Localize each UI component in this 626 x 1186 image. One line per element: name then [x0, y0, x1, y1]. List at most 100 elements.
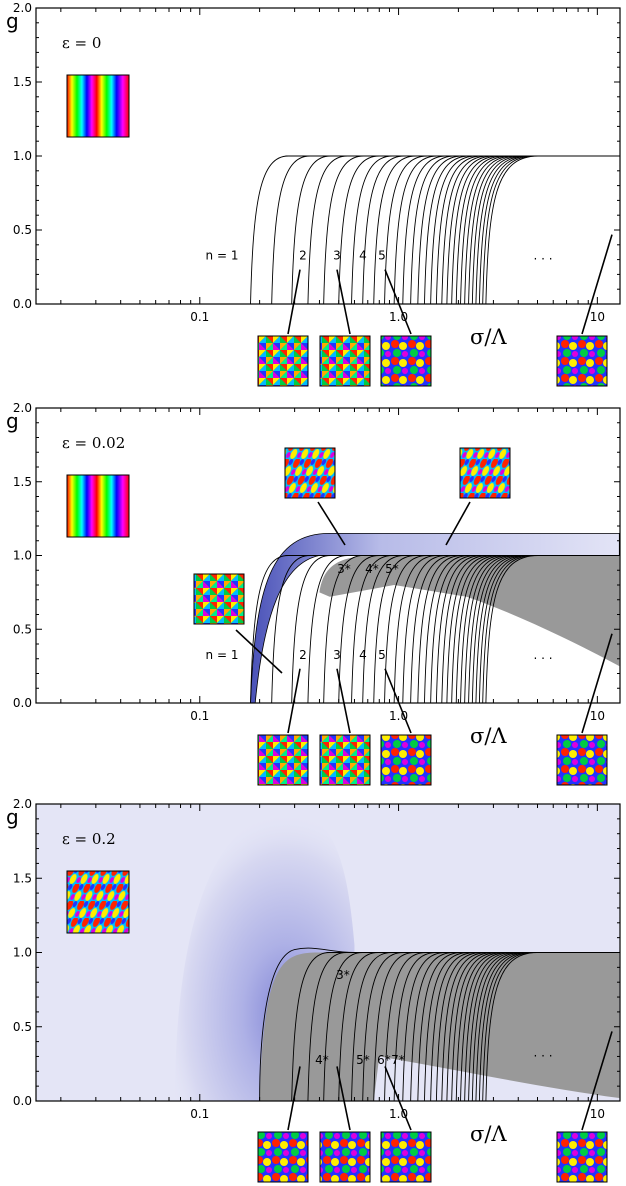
branch-curve — [451, 952, 499, 1102]
gray-region — [319, 555, 620, 667]
branch-curve — [402, 155, 447, 305]
pattern-thumbnail — [380, 734, 432, 786]
branch-curve — [430, 155, 477, 305]
pattern-thumbnail — [284, 447, 336, 499]
branch-label: 5 — [378, 648, 386, 662]
branch-curve — [464, 952, 513, 1102]
branch-curve — [471, 555, 523, 704]
branch-curve — [468, 155, 519, 305]
branch-curve — [485, 555, 539, 704]
leader-line — [317, 501, 346, 546]
pattern-thumbnail — [319, 734, 371, 786]
branch-curve — [291, 155, 331, 305]
y-axis-label: g — [6, 805, 19, 829]
branch-curve — [291, 952, 330, 1102]
branch-curve — [250, 555, 289, 704]
leader-line — [336, 668, 351, 734]
y-tick-label: 1.0 — [13, 149, 32, 163]
leader-line — [287, 668, 301, 734]
y-tick-label: 0.5 — [13, 622, 32, 636]
x-tick-label: 10 — [590, 310, 605, 324]
branch-curve — [482, 952, 534, 1102]
branch-curve — [464, 155, 514, 305]
pattern-thumbnail — [459, 447, 511, 499]
branch-curve — [362, 155, 405, 305]
branch-curve — [435, 155, 483, 305]
branch-curve — [393, 952, 437, 1102]
x-tick-label: 1.0 — [389, 310, 408, 324]
branch-curve — [424, 952, 469, 1102]
branch-curve — [307, 952, 347, 1102]
pattern-thumbnail — [556, 734, 608, 786]
branch-curve — [402, 952, 446, 1102]
y-tick-label: 0.0 — [13, 696, 32, 710]
branch-curve — [351, 555, 393, 704]
pattern-thumbnail — [319, 335, 371, 387]
branch-label: . . . — [533, 249, 552, 263]
x-axis-label: σ/Λ — [470, 724, 507, 748]
x-tick-label: 10 — [590, 709, 605, 723]
y-tick-label: 2.0 — [13, 1, 32, 15]
branch-curve — [424, 555, 470, 704]
starred-branch-label: 7* — [391, 1053, 405, 1067]
branch-curve — [424, 155, 470, 305]
branch-curve — [250, 155, 289, 305]
chart-panel-0: 0.0 0.5 1.0 1.5 2.0 0.1 1.0 10 g σ/Λ ε = 0 n = 1 2 3 4… — [6, 1, 621, 387]
branch-curve — [446, 555, 495, 704]
branch-curve — [435, 952, 482, 1102]
branch-curve — [475, 555, 527, 704]
branch-curve — [417, 155, 463, 305]
x-tick-label: 0.1 — [190, 1107, 209, 1121]
pattern-thumbnail — [556, 1131, 608, 1183]
starred-branch-label: 3* — [337, 562, 351, 576]
pattern-thumbnail — [380, 1131, 432, 1183]
branch-curve — [351, 952, 392, 1102]
branch-curve — [451, 155, 500, 305]
branch-label: 2 — [299, 249, 307, 263]
inset-pattern-image — [66, 474, 130, 538]
epsilon-annotation: ε = 0.2 — [62, 830, 116, 848]
y-tick-label: 2.0 — [13, 401, 32, 415]
branch-curve — [485, 952, 538, 1102]
branch-curve — [478, 155, 531, 305]
branch-curve — [451, 555, 500, 704]
starred-branch-label: 4* — [365, 562, 379, 576]
branch-curve — [291, 555, 331, 704]
branch-curve — [351, 155, 393, 305]
pattern-thumbnail — [319, 1131, 371, 1183]
leader-line — [287, 1066, 301, 1131]
starred-branch-label: 3* — [336, 968, 350, 982]
branch-curve — [430, 952, 476, 1102]
branch-curve — [338, 555, 380, 704]
y-tick-label: 0.5 — [13, 223, 32, 237]
branch-curve — [323, 155, 364, 305]
pattern-thumbnail — [556, 335, 608, 387]
branch-curve — [271, 555, 311, 704]
inset-pattern-image — [66, 870, 130, 934]
leader-line — [235, 629, 283, 674]
leader-line — [384, 1066, 412, 1131]
x-axis-label: σ/Λ — [470, 1122, 507, 1146]
branch-curve — [471, 155, 523, 305]
branch-curve — [455, 555, 505, 704]
branch-curve — [410, 555, 455, 704]
branch-curve — [435, 555, 483, 704]
pattern-thumbnail — [257, 335, 309, 387]
branch-label: n = 1 — [206, 249, 239, 263]
branch-curve — [446, 155, 495, 305]
y-tick-label: 1.5 — [13, 871, 32, 885]
branch-curve — [393, 155, 438, 305]
y-tick-label: 1.0 — [13, 946, 32, 960]
branch-curve — [323, 952, 363, 1102]
leader-line — [384, 269, 412, 335]
starred-branch-label: 6* — [377, 1053, 391, 1067]
branch-curve — [460, 155, 510, 305]
y-axis-label: g — [6, 9, 19, 33]
inset-pattern-image — [66, 74, 130, 138]
branch-curve — [475, 952, 526, 1102]
branch-curve — [478, 555, 531, 704]
branch-curve — [362, 952, 404, 1102]
blue-band — [250, 532, 620, 704]
